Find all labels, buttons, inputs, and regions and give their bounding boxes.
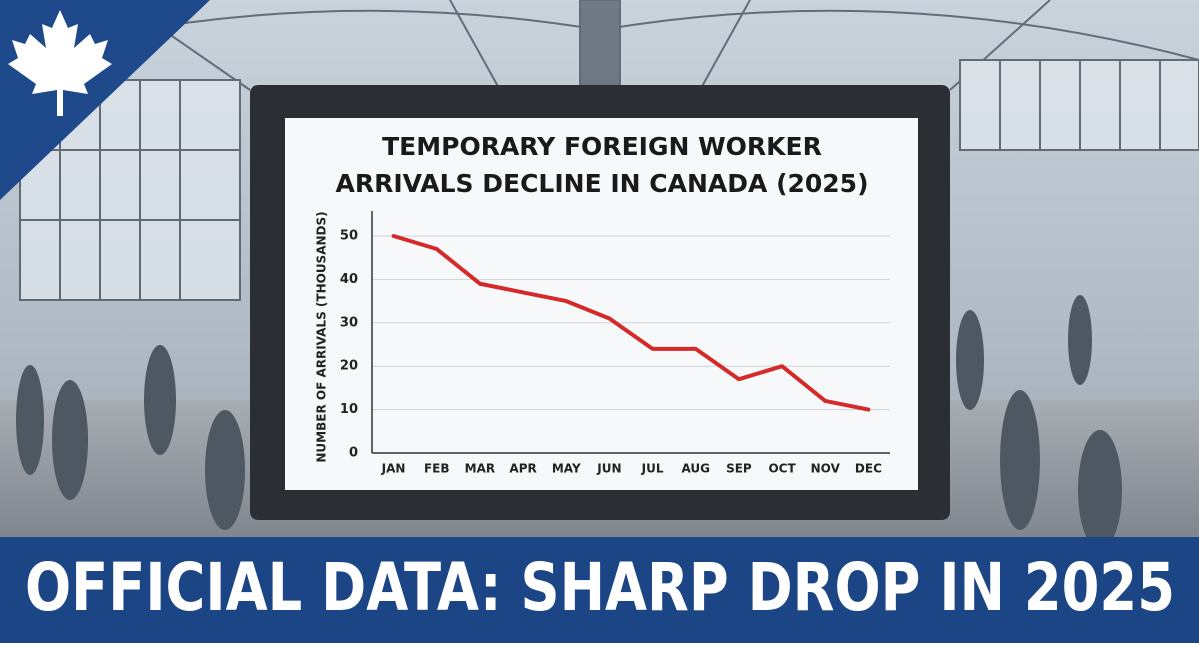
y-tick-label: 50 [340,229,358,244]
chart-title: ARRIVALS DECLINE IN CANADA (2025) [335,169,868,198]
x-tick-label: MAR [465,462,495,476]
banner [0,537,1199,643]
data-line [391,234,871,412]
x-tick-label: OCT [768,462,796,476]
x-tick-label: FEB [424,462,450,476]
x-tick-label: AUG [681,462,710,476]
y-tick-label: 20 [340,359,358,374]
chart-title: TEMPORARY FOREIGN WORKER [382,132,822,161]
banner-text: OFFICIAL DATA: SHARP DROP IN 2025 [25,549,1175,626]
y-tick-label: 30 [340,315,358,330]
plot: 0 10 20 30 40 50 JAN FEB MAR APR MAY JUN JUL AUG SEP OC… [340,211,890,476]
screen [285,118,918,490]
x-tick-label: JAN [381,462,406,476]
y-tick-label: 40 [340,272,358,287]
y-axis-label: NUMBER OF ARRIVALS (THOUSANDS) [315,211,329,462]
maple-leaf [8,10,112,116]
x-tick-label: NOV [811,462,841,476]
travelers [16,295,1122,550]
x-tick-label: JUL [641,462,664,476]
x-tick-label: APR [509,462,536,476]
y-tick-label: 0 [349,446,358,461]
x-tick-label: JUN [596,462,621,476]
x-tick-label: MAY [552,462,581,476]
x-tick-label: DEC [855,462,882,476]
y-tick-label: 10 [340,402,358,417]
x-tick-label: SEP [726,462,752,476]
